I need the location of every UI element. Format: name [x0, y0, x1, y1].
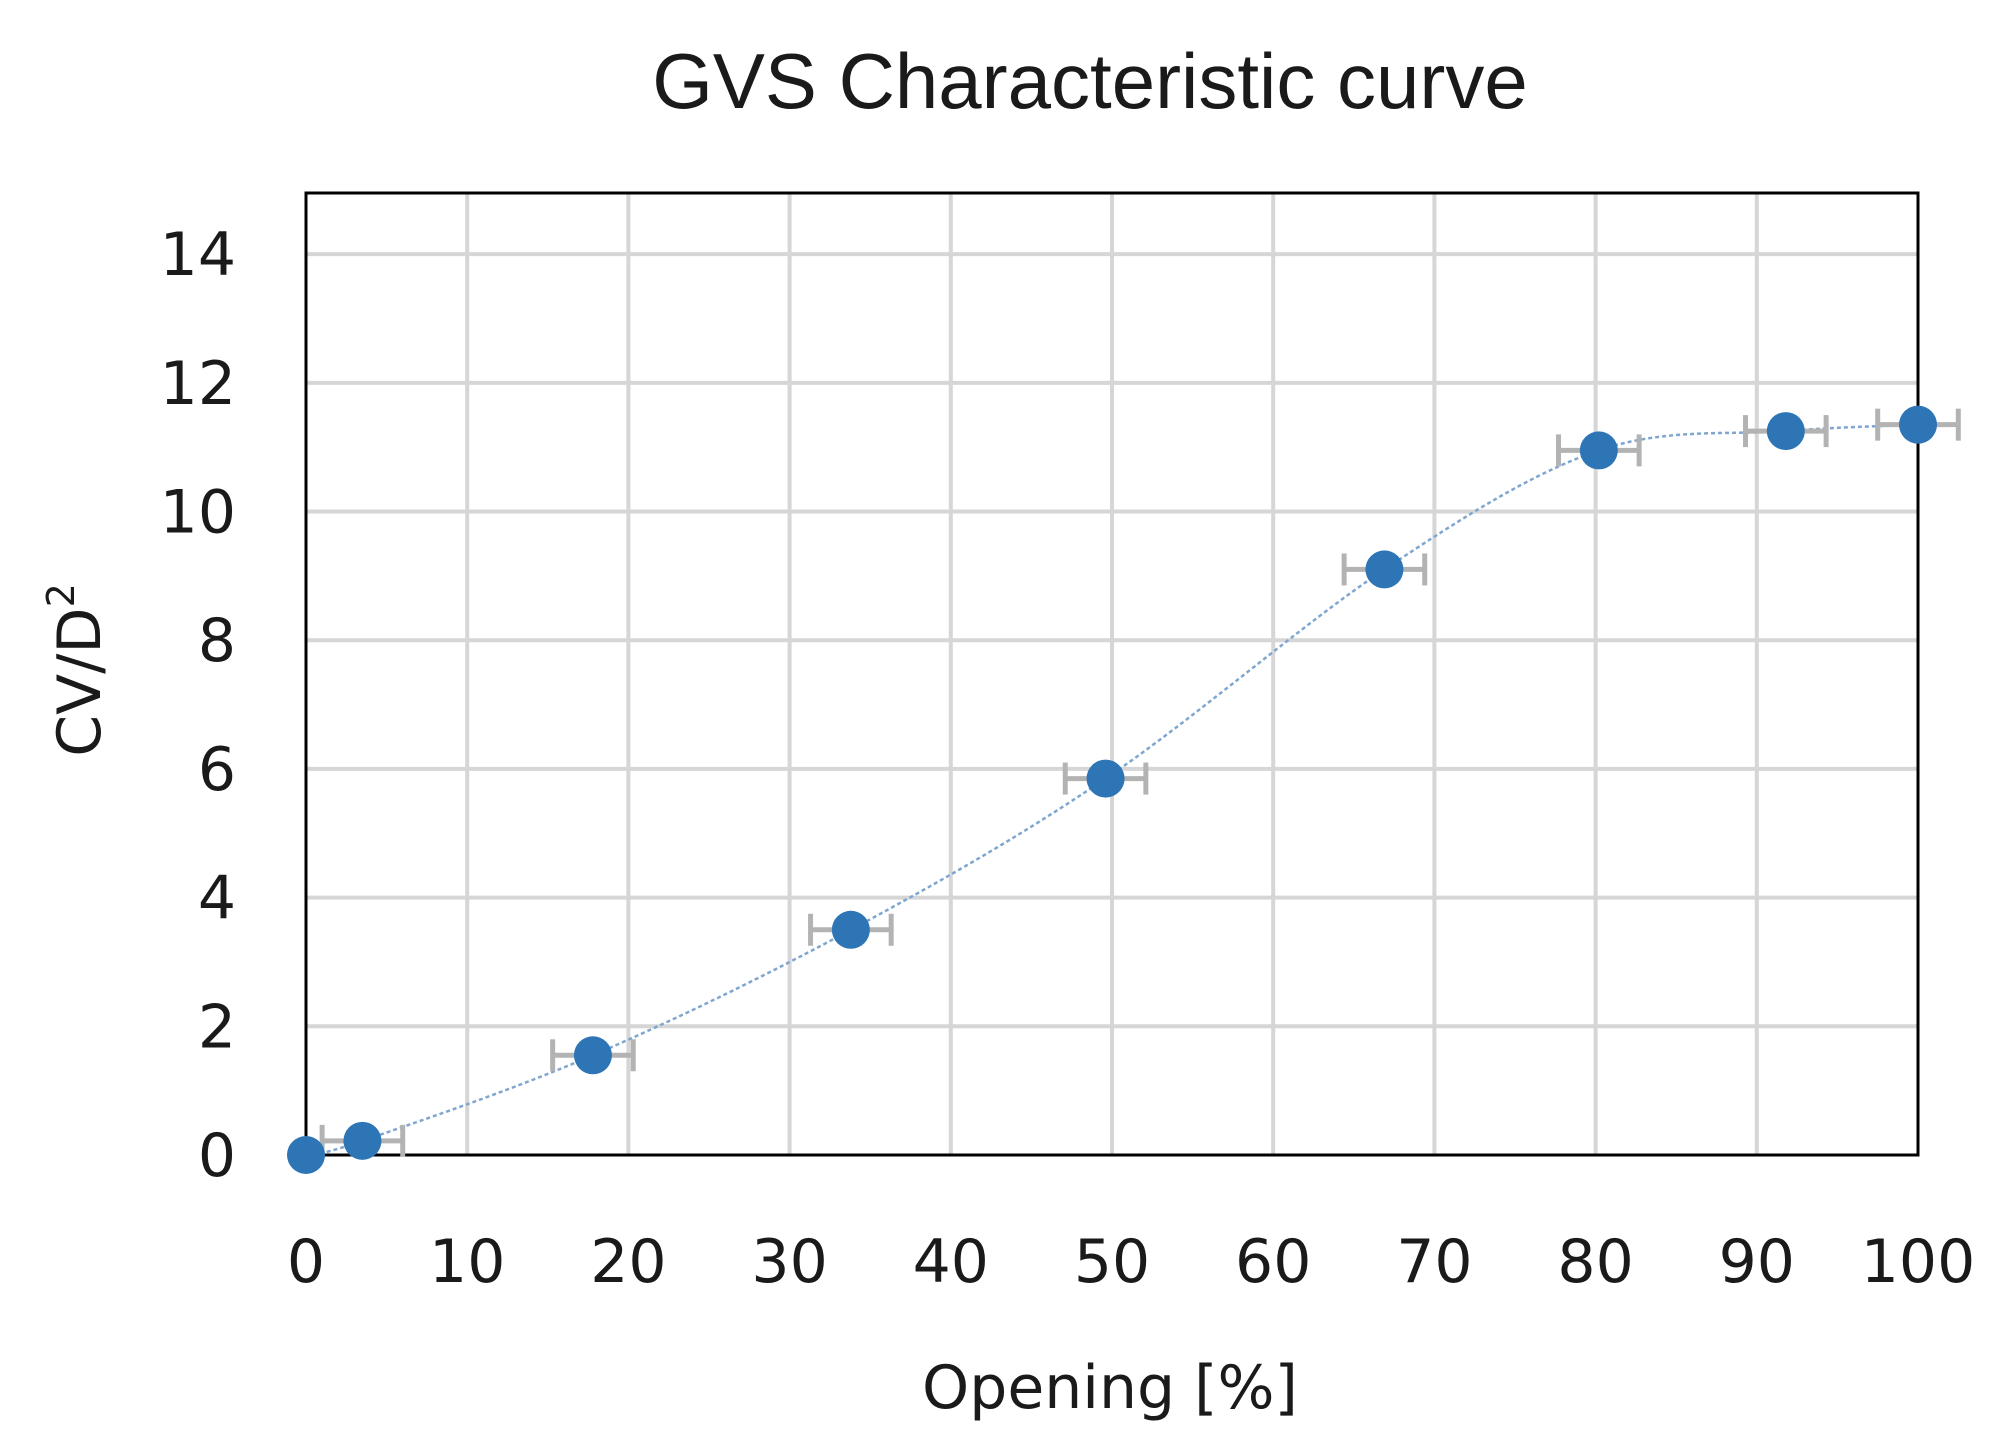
x-tick-label: 80	[1557, 1227, 1633, 1297]
x-tick-label: 10	[429, 1227, 505, 1297]
x-tick-label: 20	[590, 1227, 666, 1297]
x-axis-label: Opening [%]	[922, 1353, 1298, 1423]
y-axis-label-superscript: 2	[39, 583, 83, 607]
y-tick-label: 14	[160, 220, 236, 290]
y-axis-ticks: 0 2 4 6 8 10 12 14	[160, 220, 236, 1191]
y-tick-label: 0	[198, 1121, 236, 1191]
x-tick-label: 70	[1396, 1227, 1472, 1297]
x-tick-label: 0	[287, 1227, 325, 1297]
data-point	[287, 1136, 325, 1174]
y-tick-label: 12	[160, 349, 236, 419]
y-axis-label: CV/D2	[39, 583, 115, 757]
chart-title: GVS Characteristic curve	[652, 37, 1528, 125]
x-tick-label: 90	[1719, 1227, 1795, 1297]
plot-area-frame	[304, 191, 1920, 1157]
y-tick-label: 10	[160, 478, 236, 548]
x-axis-ticks: 0 10 20 30 40 50 60 70 80 90 100	[287, 1227, 1975, 1297]
x-tick-label: 60	[1235, 1227, 1311, 1297]
data-point	[343, 1121, 382, 1160]
y-tick-label: 4	[198, 864, 236, 934]
y-axis-label-base: CV/D	[45, 607, 115, 756]
x-tick-label: 100	[1861, 1227, 1976, 1297]
data-point	[1899, 405, 1937, 444]
trendline-group	[305, 423, 1919, 1157]
data-points	[287, 405, 1937, 1174]
trendline	[305, 423, 1919, 1157]
y-tick-label: 2	[198, 992, 236, 1062]
y-tick-label: 6	[198, 735, 236, 805]
grid	[306, 193, 1918, 1155]
error-bars	[319, 408, 1961, 1157]
y-tick-label: 8	[198, 606, 236, 676]
data-point	[1579, 431, 1618, 470]
x-tick-label: 50	[1074, 1227, 1150, 1297]
x-tick-label: 40	[913, 1227, 989, 1297]
data-point	[573, 1036, 612, 1075]
data-point	[1766, 412, 1805, 451]
x-tick-label: 30	[751, 1227, 827, 1297]
data-point	[1365, 550, 1404, 589]
data-point	[831, 910, 870, 949]
data-point	[1086, 759, 1125, 798]
